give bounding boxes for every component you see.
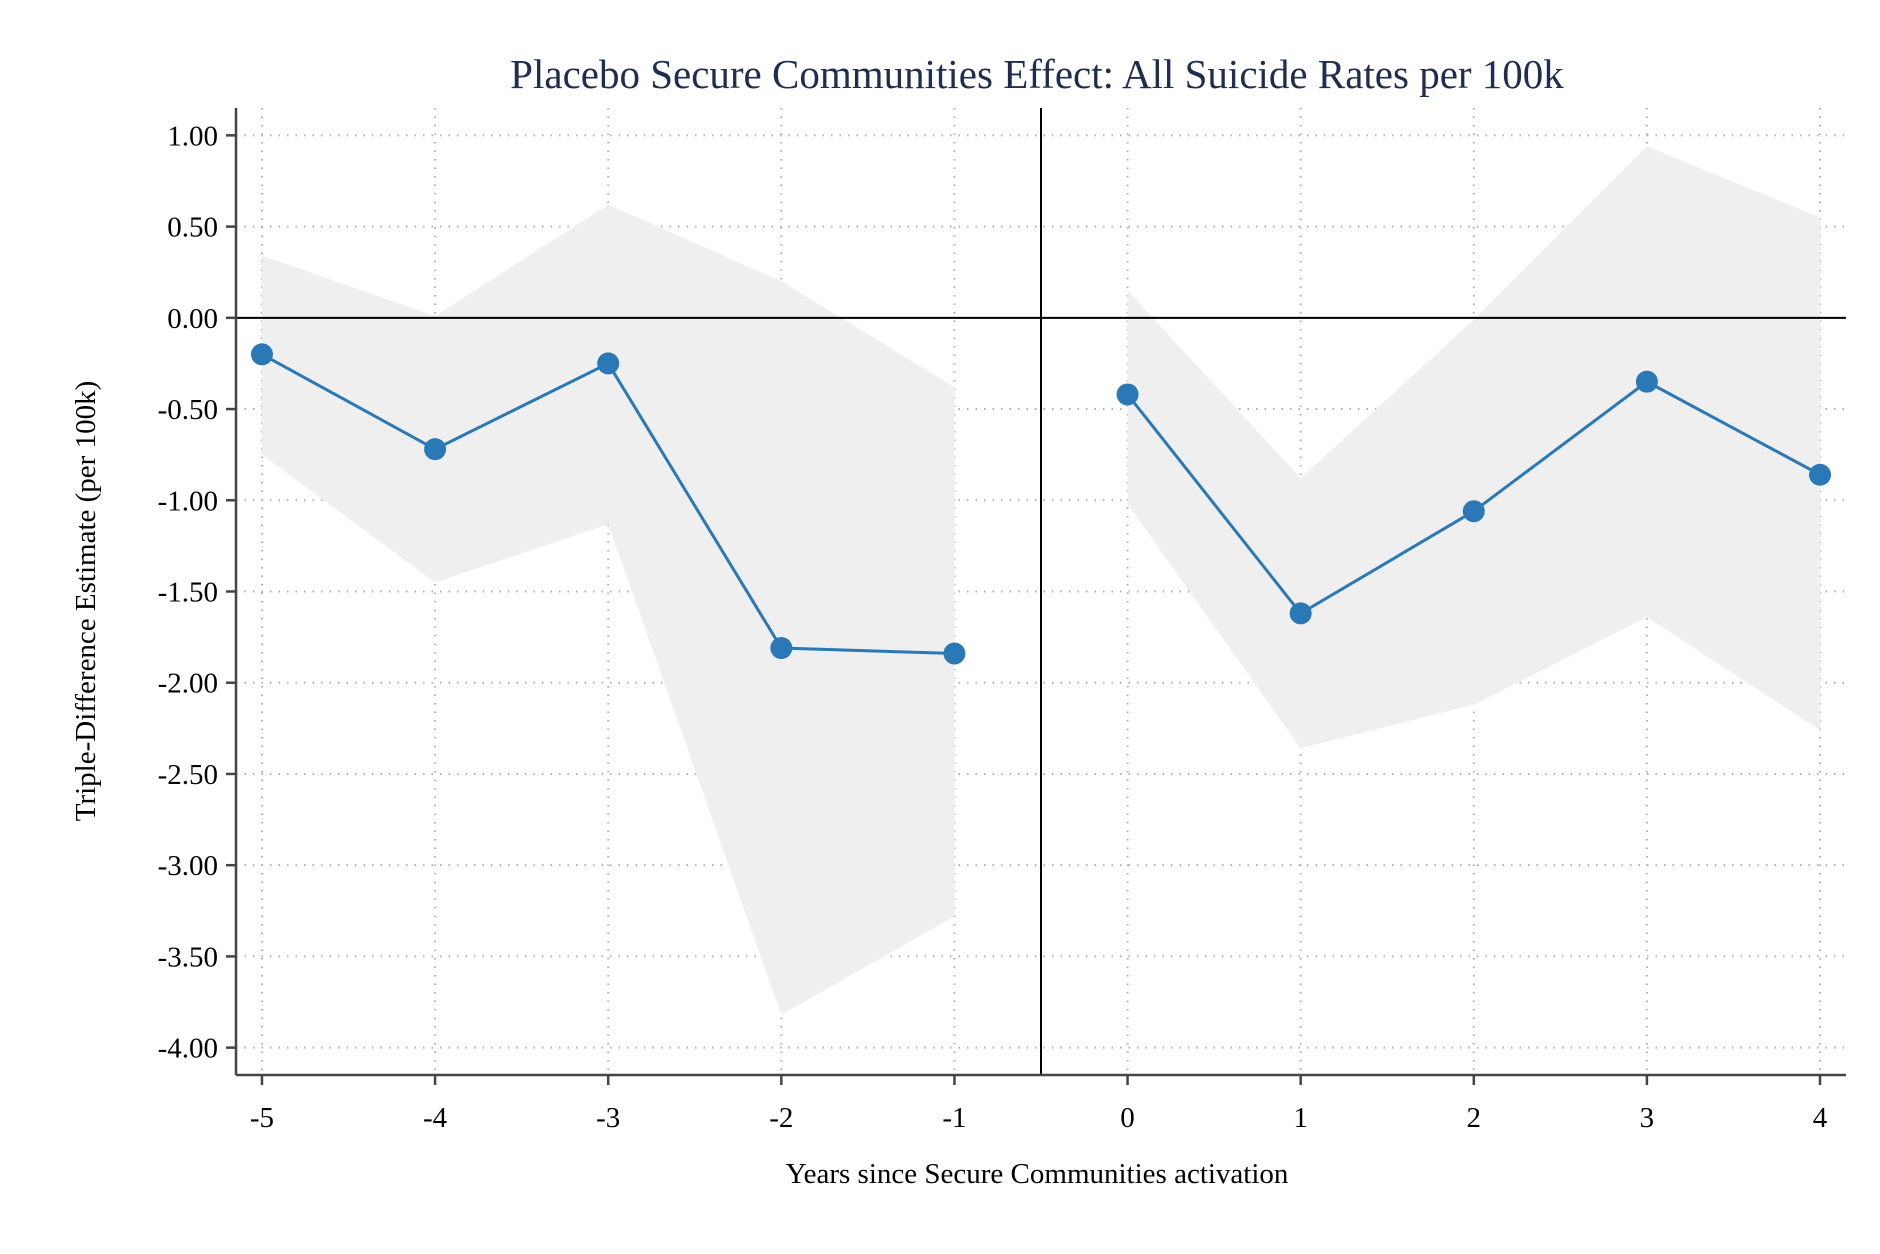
ci-band-post — [1127, 146, 1821, 749]
y-tick-label: -1.50 — [158, 577, 218, 609]
x-tick-label: 0 — [1120, 1102, 1135, 1134]
data-point — [1462, 500, 1485, 523]
x-axis-label: Years since Secure Communities activatio… — [786, 1158, 1289, 1190]
y-tick-label: 0.50 — [167, 212, 218, 244]
data-point — [943, 642, 966, 665]
x-tick-label: -5 — [250, 1102, 274, 1134]
x-tick-label: 3 — [1640, 1102, 1655, 1134]
data-point — [1116, 383, 1139, 406]
y-tick-label: -3.50 — [158, 941, 218, 973]
x-tick-label: -4 — [423, 1102, 448, 1134]
x-tick-label: -3 — [596, 1102, 620, 1134]
data-point — [250, 343, 273, 366]
x-tick-label: -1 — [942, 1102, 966, 1134]
reference-line-layer — [236, 108, 1846, 1075]
data-point — [424, 438, 447, 461]
y-tick-label: -2.50 — [158, 759, 218, 791]
data-point — [597, 352, 620, 375]
x-tick-label: -2 — [769, 1102, 793, 1134]
y-tick-label: -1.00 — [158, 485, 218, 517]
ci-band-pre — [261, 204, 955, 1015]
data-point — [1635, 370, 1658, 393]
y-axis-label: Triple-Difference Estimate (per 100k) — [70, 381, 102, 822]
x-tick-label: 1 — [1293, 1102, 1308, 1134]
y-tick-label: -2.00 — [158, 668, 218, 700]
data-point — [770, 637, 793, 660]
y-tick-label: -3.00 — [158, 850, 218, 882]
axis-layer: 1.00 0.50 0.00 -0.50 -1.00 -1.50 -2.00 -2.50 -3.… — [158, 108, 1846, 1134]
data-point — [1809, 463, 1832, 486]
ci-band-layer — [261, 146, 1821, 1015]
x-tick-label: 2 — [1467, 1102, 1482, 1134]
y-tick-label: 1.00 — [167, 120, 218, 152]
data-point — [1289, 602, 1312, 625]
y-tick-label: 0.00 — [167, 303, 218, 335]
chart-title: Placebo Secure Communities Effect: All S… — [510, 51, 1564, 97]
series-layer — [250, 343, 1832, 665]
y-tick-label: -0.50 — [158, 394, 218, 426]
y-tick-label: -4.00 — [158, 1033, 218, 1065]
x-tick-label: 4 — [1813, 1102, 1828, 1134]
